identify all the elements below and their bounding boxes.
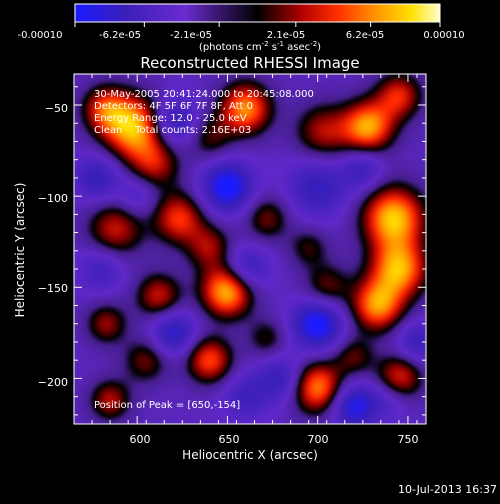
plot-frame bbox=[73, 73, 427, 425]
x-axis: 600 650 700 750 Heliocentric X (arcsec) bbox=[130, 433, 419, 462]
info-peak-position: Position of Peak = [650,-154] bbox=[94, 400, 240, 411]
colorbar-gradient bbox=[75, 4, 440, 22]
colorbar-tick-label: 2.1e-05 bbox=[267, 30, 305, 41]
y-tick-label: −150 bbox=[38, 282, 68, 295]
plot-area bbox=[73, 73, 427, 425]
colorbar-tick-label: 0.00010 bbox=[423, 30, 464, 41]
x-tick-label: 700 bbox=[308, 433, 329, 446]
y-axis: −50 −100 −150 −200 Heliocentric Y (arcse… bbox=[13, 102, 68, 389]
y-tick-label: −200 bbox=[38, 376, 68, 389]
heatmap-image bbox=[74, 74, 426, 424]
footer-timestamp: 10-Jul-2013 16:37 bbox=[397, 483, 497, 496]
x-tick-label: 600 bbox=[130, 433, 151, 446]
y-axis-label: Heliocentric Y (arcsec) bbox=[13, 183, 27, 318]
colorbar-tick-label: -0.00010 bbox=[18, 30, 63, 41]
y-tick-label: −50 bbox=[45, 102, 68, 115]
info-time-range: 30-May-2005 20:41:24.000 to 20:45:08.000 bbox=[94, 89, 314, 100]
info-detectors: Detectors: 4F 5F 6F 7F 8F, Att 0 bbox=[94, 101, 253, 112]
colorbar-tick-label: -6.2e-05 bbox=[99, 30, 141, 41]
x-axis-label: Heliocentric X (arcsec) bbox=[182, 448, 318, 462]
x-tick-label: 750 bbox=[398, 433, 419, 446]
colorbar-frame bbox=[74, 3, 441, 23]
colorbar-tick-label: 6.2e-05 bbox=[346, 30, 384, 41]
chart-title: Reconstructed RHESSI Image bbox=[140, 54, 359, 72]
axis-ticks bbox=[74, 74, 426, 424]
colorbar: -0.00010 -6.2e-05 -2.1e-05 2.1e-05 6.2e-… bbox=[18, 3, 465, 53]
colorbar-units: (photons cm-2 s-1 asec-2) bbox=[199, 40, 321, 53]
colorbar-ticks bbox=[74, 22, 441, 27]
colorbar-tick-label: -2.1e-05 bbox=[170, 30, 212, 41]
info-clean-counts: Clean Total counts: 2.16E+03 bbox=[94, 125, 251, 136]
info-annotation: 30-May-2005 20:41:24.000 to 20:45:08.000… bbox=[94, 89, 314, 411]
info-energy-range: Energy Range: 12.0 - 25.0 keV bbox=[94, 113, 247, 124]
y-tick-label: −100 bbox=[38, 192, 68, 205]
x-tick-label: 650 bbox=[219, 433, 240, 446]
